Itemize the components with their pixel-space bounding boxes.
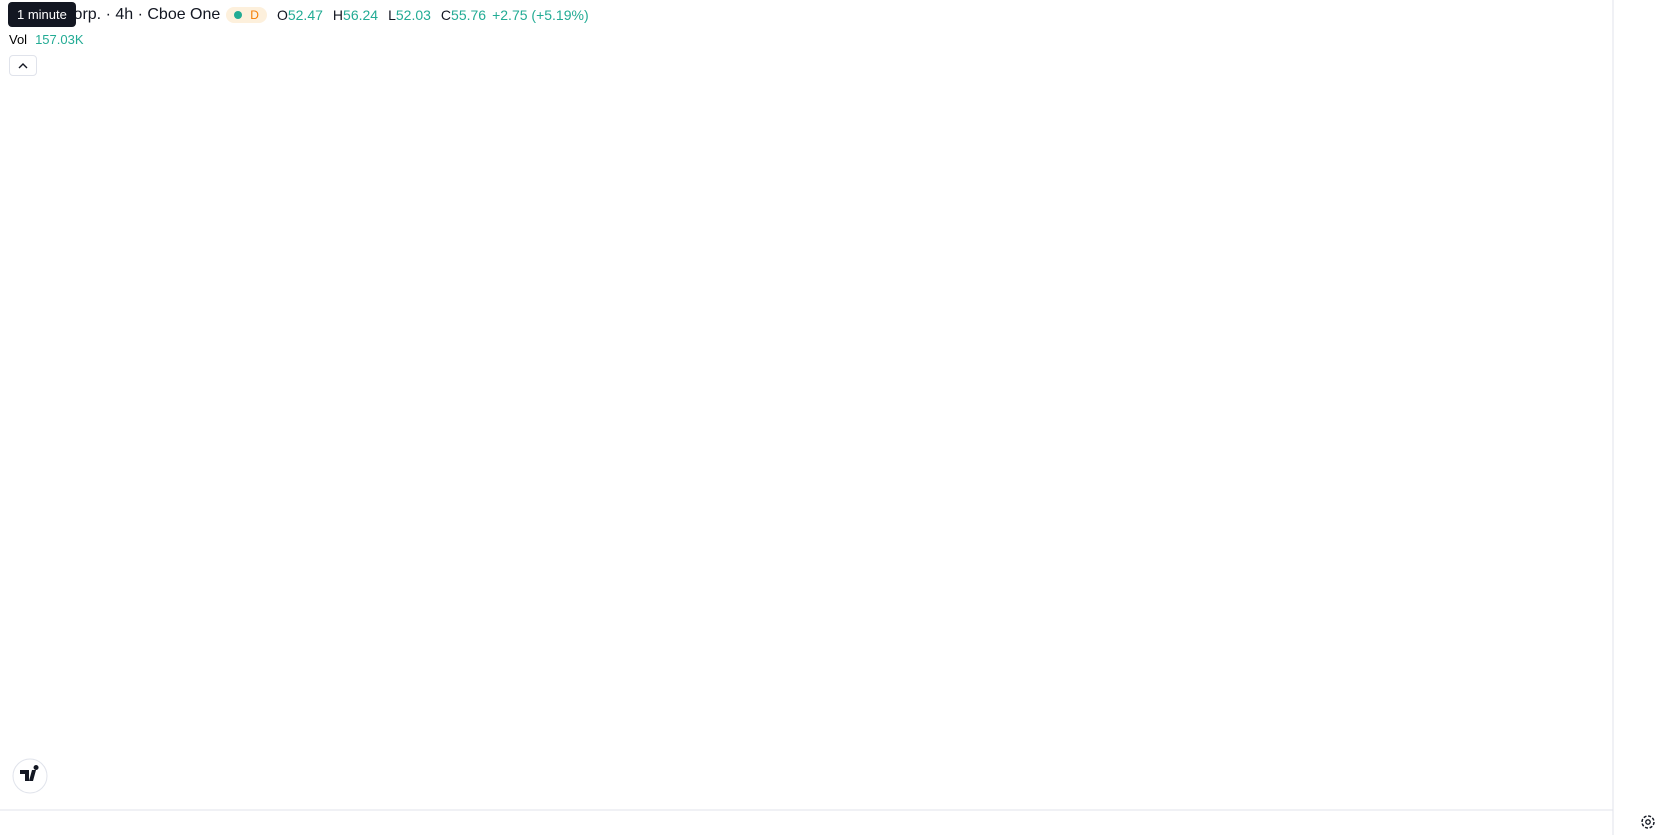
ohlc-letter: L <box>388 7 396 23</box>
tooltip: 1 minute <box>8 2 76 27</box>
ohlc-letter: O <box>276 7 288 23</box>
volume-name: Vol <box>9 32 28 47</box>
ohlc-value: 52.47 <box>287 7 323 23</box>
volume-legend: Vol 157.03K <box>9 32 84 47</box>
badge: D <box>250 8 259 22</box>
status-pill[interactable]: D <box>226 7 267 23</box>
ohlc-value: 56.24 <box>343 7 379 23</box>
tradingview-logo <box>12 758 48 794</box>
status-dot <box>234 11 243 19</box>
ohlc-value: 55.76 <box>451 7 487 23</box>
ohlc-letter: H <box>332 7 344 23</box>
settings-icon[interactable] <box>1641 815 1655 829</box>
collapse-icon <box>18 63 28 69</box>
ohlc-value: 52.03 <box>395 7 431 23</box>
change: +2.75 (+5.19%) <box>492 7 589 23</box>
volume-value: 157.03K <box>35 32 84 47</box>
legend-header: Corp. · 4h · Cboe One D O52.47 H56.24 L5… <box>62 6 589 24</box>
symbol-title: Corp. · 4h · Cboe One <box>62 6 221 23</box>
ohlc-letter: C <box>440 7 452 23</box>
collapse-button[interactable] <box>9 55 37 76</box>
